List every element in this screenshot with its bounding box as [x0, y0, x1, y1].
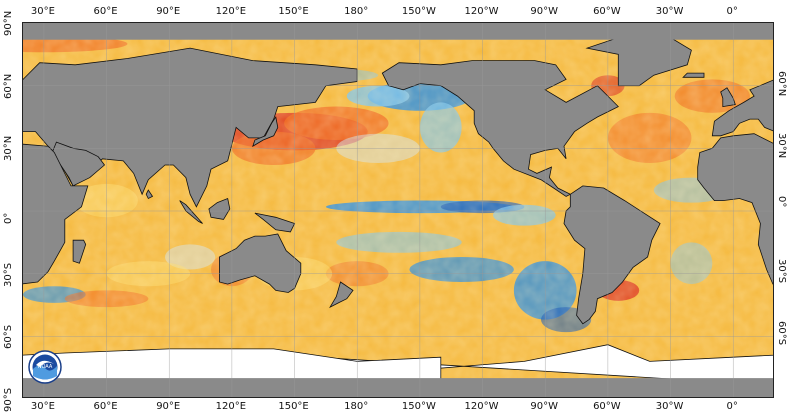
tick-label: 0°: [726, 401, 738, 412]
land-iceland: [682, 72, 705, 78]
tick-label: 150°W: [401, 401, 436, 412]
tick-label: 60°N: [3, 73, 14, 99]
tick-label: 90°W: [530, 401, 559, 412]
sst-anomaly-map: [23, 23, 773, 397]
tick-label: 30°W: [655, 6, 684, 17]
tick-label: 90°N: [3, 10, 14, 36]
land-madagascar: [72, 239, 87, 264]
tick-label: 30°W: [655, 401, 684, 412]
tick-label: 180°: [344, 6, 369, 17]
land-japan: [252, 115, 279, 148]
land-africa-wrap: [23, 143, 89, 285]
land-new-guinea: [254, 212, 296, 233]
land-arctic: [23, 23, 773, 40]
land-uk: [720, 87, 736, 108]
tick-label: 30°N: [776, 133, 787, 159]
tick-label: 150°E: [278, 401, 309, 412]
tick-label: 30°E: [30, 6, 55, 17]
tick-label: 0°: [3, 212, 14, 224]
tick-label: 180°: [344, 401, 369, 412]
noaa-logo-icon: NOAA: [28, 350, 62, 384]
tick-label: 60°E: [93, 401, 118, 412]
tick-label: 90°E: [156, 401, 181, 412]
land-north-america: [381, 60, 619, 197]
tick-label: 30°N: [3, 136, 14, 162]
svg-text:NOAA: NOAA: [38, 364, 53, 370]
tick-label: 0°: [776, 196, 787, 208]
land-india-sri: [145, 189, 154, 200]
land-africa: [697, 133, 773, 285]
tick-label: 0°: [726, 6, 738, 17]
tick-label: 60°W: [593, 401, 621, 412]
tick-label: 120°E: [215, 401, 247, 412]
land-arabia: [51, 141, 106, 187]
tick-label: 120°E: [215, 6, 247, 17]
tick-label: 60°S: [776, 321, 787, 346]
tick-label: 120°W: [464, 6, 499, 17]
land-antarctica: [315, 344, 773, 386]
tick-label: 90°S: [3, 387, 14, 412]
tick-label: 60°W: [593, 6, 621, 17]
tick-label: 60°E: [93, 6, 118, 17]
land-new-zealand: [329, 281, 354, 309]
tick-label: 120°W: [464, 401, 499, 412]
land-eurasia: [711, 79, 773, 137]
land-australia: [218, 233, 302, 293]
tick-label: 150°E: [278, 6, 309, 17]
tick-label: 90°E: [156, 6, 181, 17]
land-indonesia-borneo: [208, 197, 231, 220]
land-south-america: [563, 185, 661, 325]
tick-label: 30°S: [3, 262, 14, 287]
tick-label: 90°W: [530, 6, 559, 17]
graticule: [23, 23, 773, 397]
map-panel: [22, 22, 774, 398]
land-indonesia-sumatra: [179, 200, 203, 224]
tick-label: 60°S: [3, 325, 14, 350]
tick-label: 150°W: [401, 6, 436, 17]
tick-label: 30°E: [30, 401, 55, 412]
land-antarctica-interior: [23, 378, 773, 397]
tick-label: 60°N: [776, 70, 787, 96]
tick-label: 30°S: [776, 258, 787, 283]
